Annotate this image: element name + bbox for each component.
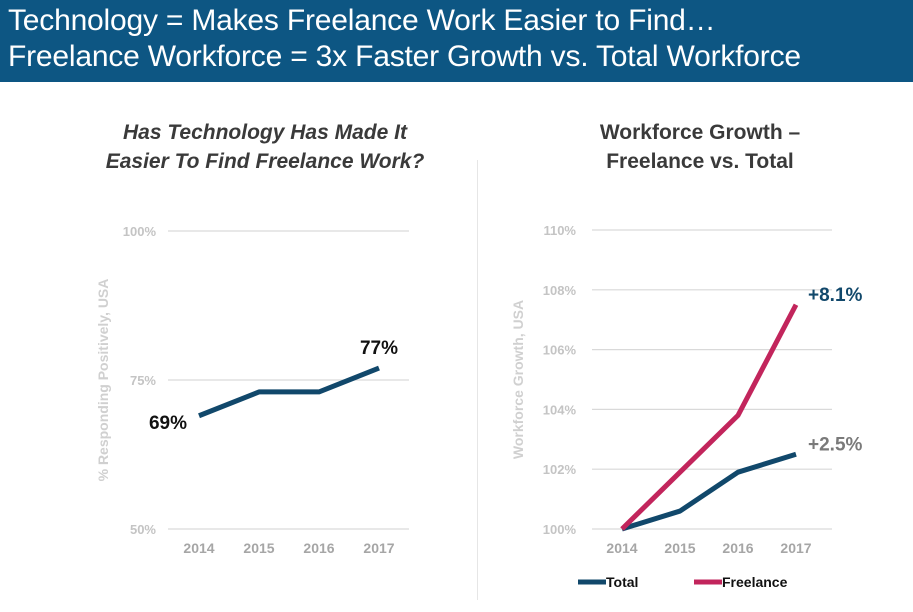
left-chart-title-line-2: Easier To Find Freelance Work? [105,150,425,173]
right-chart-y-tick-label: 110% [543,223,576,238]
left-chart-title-line-1: Has Technology Has Made It [123,121,407,144]
right-chart-y-tick-label: 100% [543,522,577,537]
right-chart-y-tick-label: 102% [543,462,577,477]
right-chart-series-line-total [621,451,797,532]
header-line-2: Freelance Workforce = 3x Faster Growth v… [8,40,801,73]
left-chart-y-tick-label: 100% [123,224,157,239]
header-line-1: Technology = Makes Freelance Work Easier… [8,4,716,37]
right-chart-y-tick-label: 104% [543,402,577,417]
chart-divider [477,160,478,600]
left-chart-data-label-2017: 77% [360,338,398,359]
left-chart-series-line-0 [198,365,380,419]
right-chart-y-tick-label: 106% [543,343,577,358]
right-chart-title-line-1: Workforce Growth – [599,121,801,144]
right-chart-x-tick-label: 2017 [780,540,811,556]
right-chart-title-line-2: Freelance vs. Total [606,150,794,173]
left-chart-y-tick-label: 75% [130,373,156,388]
right-chart-x-tick-label: 2014 [606,540,637,556]
right-chart-y-tick-label: 108% [543,283,577,298]
right-chart-y-axis-label: Workforce Growth, USA [510,300,526,459]
left-chart-y-axis-label: % Responding Positively, USA [95,279,111,482]
right-chart-title: Workforce Growth – Freelance vs. Total [520,118,880,176]
right-chart-end-label-total: +2.5% [808,434,863,455]
legend-label-total: Total [606,574,638,590]
left-chart-title: Has Technology Has Made It Easier To Fin… [40,118,490,176]
right-chart-x-tick-label: 2016 [722,540,753,556]
right-chart-x-tick-label: 2015 [664,540,695,556]
left-chart-x-tick-label: 2016 [303,540,334,556]
header-banner: Technology = Makes Freelance Work Easier… [0,0,913,82]
left-chart-data-label-2014: 69% [149,413,187,434]
right-chart-end-label-freelance: +8.1% [808,285,863,306]
left-chart-x-tick-label: 2014 [183,540,214,556]
right-chart-series-line-freelance [620,303,799,531]
left-chart-y-tick-label: 50% [130,522,156,537]
legend-label-freelance: Freelance [722,574,788,590]
left-chart-x-tick-label: 2017 [363,540,394,556]
left-chart-x-tick-label: 2015 [243,540,274,556]
